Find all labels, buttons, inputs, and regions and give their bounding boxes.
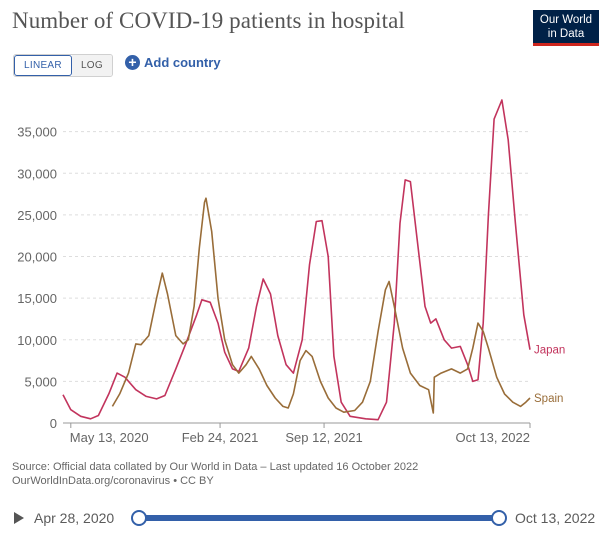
timeline: Apr 28, 2020 Oct 13, 2022 (0, 503, 610, 533)
series-lines (62, 99, 531, 421)
plus-circle-icon: + (125, 55, 140, 70)
series-label-japan[interactable]: Japan (534, 345, 565, 357)
x-tick-label: Oct 13, 2022 (456, 430, 530, 445)
series-line-japan[interactable] (62, 99, 531, 421)
timeline-track[interactable] (138, 515, 499, 521)
logo-line-2: in Data (547, 28, 585, 40)
series-label-spain[interactable]: Spain (534, 393, 563, 405)
source-line-2[interactable]: OurWorldInData.org/coronavirus • CC BY (12, 475, 214, 487)
y-axis-ticks: 0 5,000 10,000 15,000 20,000 25,000 30,000 35,0… (17, 125, 57, 431)
add-country-button[interactable]: + Add country (125, 55, 221, 70)
timeline-start-label: Apr 28, 2020 (34, 510, 115, 526)
y-tick-label: 5,000 (24, 374, 57, 389)
logo-line-1: Our World (539, 14, 593, 26)
timeline-end-label: Oct 13, 2022 (515, 510, 596, 526)
timeline-end-handle[interactable] (491, 510, 507, 526)
y-tick-label: 25,000 (17, 208, 57, 223)
x-axis-ticks: May 13, 2020 Feb 24, 2021 Sep 12, 2021 Oct … (70, 423, 531, 445)
source-note: Source: Official data collated by Our Wo… (12, 460, 418, 488)
series-labels: Japan Spain (534, 345, 565, 405)
y-tick-label: 20,000 (17, 250, 57, 265)
add-country-label: Add country (144, 55, 221, 70)
y-tick-label: 15,000 (17, 291, 57, 306)
play-icon[interactable] (14, 512, 24, 524)
y-tick-label: 10,000 (17, 333, 57, 348)
source-line-1: Source: Official data collated by Our Wo… (12, 461, 419, 473)
series-line-spain[interactable] (111, 197, 531, 414)
log-scale-button[interactable]: LOG (71, 55, 112, 76)
grid-lines (63, 131, 530, 424)
y-tick-label: 0 (50, 416, 57, 431)
timeline-start-handle[interactable] (131, 510, 147, 526)
owid-logo[interactable]: Our World in Data (533, 10, 599, 46)
y-tick-label: 30,000 (17, 166, 57, 181)
x-tick-label: Sep 12, 2021 (285, 430, 362, 445)
x-tick-label: Feb 24, 2021 (182, 430, 259, 445)
y-tick-label: 35,000 (17, 125, 57, 140)
linear-scale-button[interactable]: LINEAR (14, 55, 72, 76)
chart-title: Number of COVID-19 patients in hospital (12, 8, 405, 33)
scale-toggle: LINEAR LOG (13, 54, 113, 77)
line-chart: 0 5,000 10,000 15,000 20,000 25,000 30,000 35,0… (17, 99, 565, 445)
x-tick-label: May 13, 2020 (70, 430, 149, 445)
